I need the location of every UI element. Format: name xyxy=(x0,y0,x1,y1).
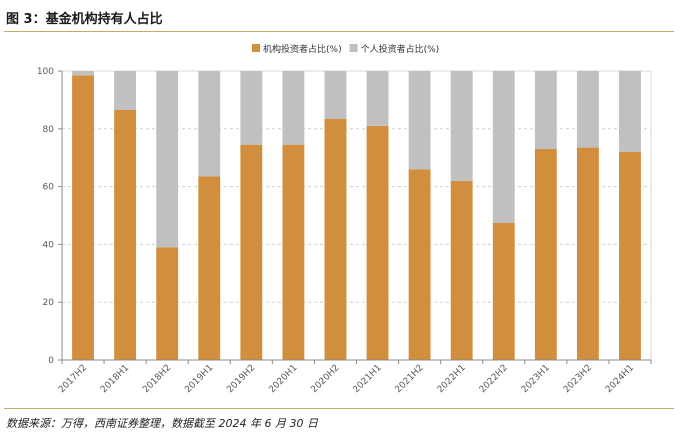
bar-individual xyxy=(198,71,221,177)
bottom-rule xyxy=(4,408,674,409)
bar-institutional xyxy=(282,144,305,360)
bar-individual xyxy=(114,71,137,111)
bar-individual xyxy=(72,71,94,76)
x-tick-label: 2023H2 xyxy=(562,363,594,395)
y-tick-label: 20 xyxy=(43,298,55,308)
legend-swatch-institutional xyxy=(252,44,260,52)
x-tick-label: 2024H1 xyxy=(604,363,636,395)
bars xyxy=(72,71,641,361)
plot-frame xyxy=(61,70,652,361)
legend-label-individual: 个人投资者占比(%) xyxy=(361,43,440,55)
figure-title: 图 3：基金机构持有人占比 xyxy=(6,12,163,27)
x-tick-label: 2019H1 xyxy=(183,363,215,395)
bar-individual xyxy=(282,71,305,145)
x-tick-label: 2020H1 xyxy=(267,363,299,395)
bar-individual xyxy=(534,71,557,150)
bar-individual xyxy=(619,71,641,152)
bar-institutional xyxy=(324,118,347,360)
bar-individual xyxy=(240,71,263,145)
bar-institutional xyxy=(156,247,179,360)
bar-individual xyxy=(408,71,431,170)
x-tick-label: 2021H2 xyxy=(394,363,426,395)
bar-institutional xyxy=(114,110,137,360)
x-axis: 2017H2 2018H1 2018H2 2019H1 2019H2 2020H1 2020… xyxy=(57,359,652,395)
top-rule xyxy=(4,31,674,32)
x-tick-label: 2023H1 xyxy=(520,363,552,395)
bar-individual xyxy=(324,71,347,119)
x-tick-label: 2018H2 xyxy=(141,363,173,395)
x-tick-label: 2022H1 xyxy=(436,363,468,395)
bar-institutional xyxy=(492,222,515,360)
x-tick-label: 2019H2 xyxy=(225,363,257,395)
x-tick-label: 2022H2 xyxy=(478,363,510,395)
x-tick-label: 2020H2 xyxy=(309,363,341,395)
bar-institutional xyxy=(240,144,263,360)
bar-institutional xyxy=(366,125,389,360)
x-tick-label: 2018H1 xyxy=(99,363,131,395)
legend-swatch-individual xyxy=(349,44,358,52)
bar-institutional xyxy=(72,75,94,361)
grid-lines xyxy=(61,70,652,361)
y-tick-label: 40 xyxy=(43,240,55,250)
bar-individual xyxy=(366,71,389,126)
bar-institutional xyxy=(198,176,221,360)
y-tick-label: 0 xyxy=(48,356,54,366)
bar-institutional xyxy=(619,151,641,360)
y-axis: 0 20 40 60 80 100 xyxy=(37,67,63,366)
y-tick-label: 80 xyxy=(43,125,55,135)
bar-individual xyxy=(492,71,515,223)
bar-individual xyxy=(576,71,599,148)
legend-label-institutional: 机构投资者占比(%) xyxy=(263,43,342,55)
bar-individual xyxy=(156,71,179,248)
y-tick-label: 100 xyxy=(37,67,54,77)
legend: 机构投资者占比(%) 个人投资者占比(%) xyxy=(252,43,439,55)
x-tick-label: 2017H2 xyxy=(57,363,89,395)
bar-individual xyxy=(450,71,473,181)
x-tick-label: 2021H1 xyxy=(352,363,384,395)
bar-institutional xyxy=(408,169,431,360)
bar-institutional xyxy=(534,149,557,360)
source-note: 数据来源：万得，西南证券整理，数据截至 2024 年 6 月 30 日 xyxy=(6,417,318,430)
bar-institutional xyxy=(576,147,599,360)
bar-institutional xyxy=(450,180,473,360)
y-tick-label: 60 xyxy=(43,183,55,193)
